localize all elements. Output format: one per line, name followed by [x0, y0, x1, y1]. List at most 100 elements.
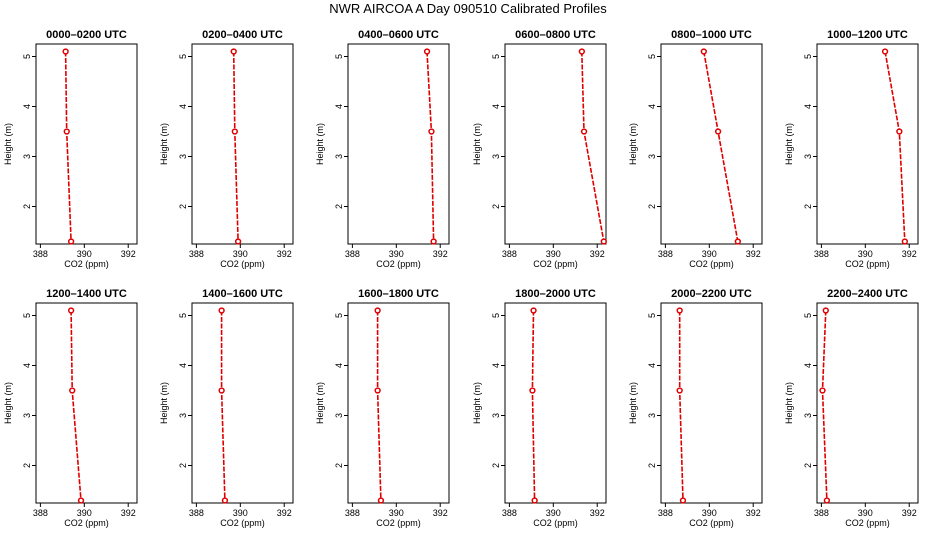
- data-point: [218, 387, 225, 394]
- x-tick-label: 390: [702, 508, 717, 518]
- data-point: [221, 497, 229, 504]
- y-tick-label: 4: [178, 104, 188, 109]
- x-axis-label: CO2 (ppm): [64, 518, 109, 528]
- x-tick-label: 388: [502, 508, 517, 518]
- panel-title: 0400–0600 UTC: [358, 29, 439, 41]
- y-axis-label: Height (m): [472, 382, 482, 424]
- panel-title: 0200–0400 UTC: [202, 29, 283, 41]
- x-tick-label: 388: [345, 508, 360, 518]
- y-tick-label: 4: [803, 104, 813, 109]
- x-axis-label: CO2 (ppm): [376, 259, 421, 269]
- y-tick-label: 2: [803, 204, 813, 209]
- x-axis-label: CO2 (ppm): [376, 518, 421, 528]
- data-point: [63, 128, 70, 135]
- y-axis-label: Height (m): [3, 123, 13, 165]
- x-axis-label: CO2 (ppm): [64, 259, 109, 269]
- data-point: [230, 48, 237, 55]
- y-tick-label: 4: [22, 363, 32, 368]
- data-point: [600, 238, 607, 245]
- y-tick-label: 4: [491, 104, 501, 109]
- data-point: [896, 128, 903, 135]
- y-tick-label: 2: [647, 204, 657, 209]
- y-tick-label: 5: [647, 54, 657, 59]
- x-tick-label: 388: [33, 249, 48, 259]
- x-tick-label: 388: [33, 508, 48, 518]
- y-axis-label: Height (m): [3, 382, 13, 424]
- x-tick-label: 390: [858, 508, 873, 518]
- y-axis-label: Height (m): [315, 123, 325, 165]
- x-tick-label: 390: [77, 508, 92, 518]
- data-point: [530, 307, 537, 314]
- y-tick-label: 3: [647, 413, 657, 418]
- x-tick-label: 390: [702, 249, 717, 259]
- y-tick-label: 5: [491, 54, 501, 59]
- data-point: [676, 307, 683, 314]
- y-tick-label: 4: [647, 363, 657, 368]
- y-tick-label: 4: [803, 363, 813, 368]
- chart-panel: 0600–0800 UTC 388 390 392 2 3 4 5 CO2 (ppm) Heigh…: [472, 29, 607, 269]
- chart-panel: 1000–1200 UTC 388 390 392 2 3 4 5 CO2 (ppm) Heigh…: [784, 29, 919, 269]
- plot-frame: [347, 43, 450, 245]
- y-tick-label: 5: [178, 313, 188, 318]
- y-axis-label: Height (m): [472, 123, 482, 165]
- y-tick-label: 3: [803, 413, 813, 418]
- data-point: [428, 128, 435, 135]
- x-tick-label: 392: [590, 508, 605, 518]
- panel-title: 0000–0200 UTC: [46, 29, 127, 41]
- y-tick-label: 2: [491, 204, 501, 209]
- plot-frame: [504, 302, 607, 504]
- data-point: [374, 307, 381, 314]
- data-point: [234, 238, 242, 245]
- x-tick-label: 390: [546, 249, 561, 259]
- panel-title: 2000–2200 UTC: [671, 288, 752, 300]
- plot-frame: [191, 43, 294, 245]
- y-axis-label: Height (m): [784, 382, 794, 424]
- x-tick-label: 388: [658, 508, 673, 518]
- y-tick-label: 4: [334, 363, 344, 368]
- y-tick-label: 3: [334, 413, 344, 418]
- y-tick-label: 2: [22, 463, 32, 468]
- y-tick-label: 5: [647, 313, 657, 318]
- x-tick-label: 392: [902, 508, 917, 518]
- x-tick-label: 390: [233, 249, 248, 259]
- panel-title: 1200–1400 UTC: [46, 288, 127, 300]
- series-line: [821, 310, 828, 501]
- chart-panel: 0200–0400 UTC 388 390 392 2 3 4 5 CO2 (ppm) Heigh…: [159, 29, 294, 269]
- y-tick-label: 2: [178, 463, 188, 468]
- y-tick-label: 3: [491, 413, 501, 418]
- plot-frame: [816, 43, 919, 245]
- panel-title: 1000–1200 UTC: [827, 29, 908, 41]
- series-line: [232, 51, 239, 242]
- y-tick-label: 5: [22, 54, 32, 59]
- y-tick-label: 3: [22, 413, 32, 418]
- series-line: [64, 51, 72, 242]
- x-axis-label: CO2 (ppm): [845, 518, 890, 528]
- x-tick-label: 388: [658, 249, 673, 259]
- x-axis-label: CO2 (ppm): [533, 259, 578, 269]
- chart-panel: 0400–0600 UTC 388 390 392 2 3 4 5 CO2 (ppm) Heigh…: [315, 29, 450, 269]
- panel-title: 1800–2000 UTC: [515, 288, 596, 300]
- y-tick-label: 5: [334, 54, 344, 59]
- data-point: [77, 497, 85, 504]
- data-point: [423, 48, 431, 55]
- series-line: [884, 51, 906, 242]
- data-point: [823, 497, 831, 504]
- x-axis-label: CO2 (ppm): [845, 259, 890, 269]
- y-axis-label: Height (m): [159, 123, 169, 165]
- x-tick-label: 388: [814, 508, 829, 518]
- y-tick-label: 5: [334, 313, 344, 318]
- y-tick-label: 3: [647, 154, 657, 159]
- x-tick-label: 390: [546, 508, 561, 518]
- data-point: [67, 307, 75, 314]
- plot-frame: [191, 302, 294, 504]
- y-tick-label: 3: [334, 154, 344, 159]
- x-tick-label: 388: [345, 249, 360, 259]
- chart-panel: 1400–1600 UTC 388 390 392 2 3 4 5 CO2 (ppm) Heigh…: [159, 288, 294, 528]
- x-axis-label: CO2 (ppm): [533, 518, 578, 528]
- data-point: [531, 497, 538, 504]
- y-tick-label: 5: [803, 313, 813, 318]
- x-tick-label: 392: [433, 249, 448, 259]
- series-line: [703, 51, 739, 242]
- y-tick-label: 4: [647, 104, 657, 109]
- data-point: [231, 128, 238, 135]
